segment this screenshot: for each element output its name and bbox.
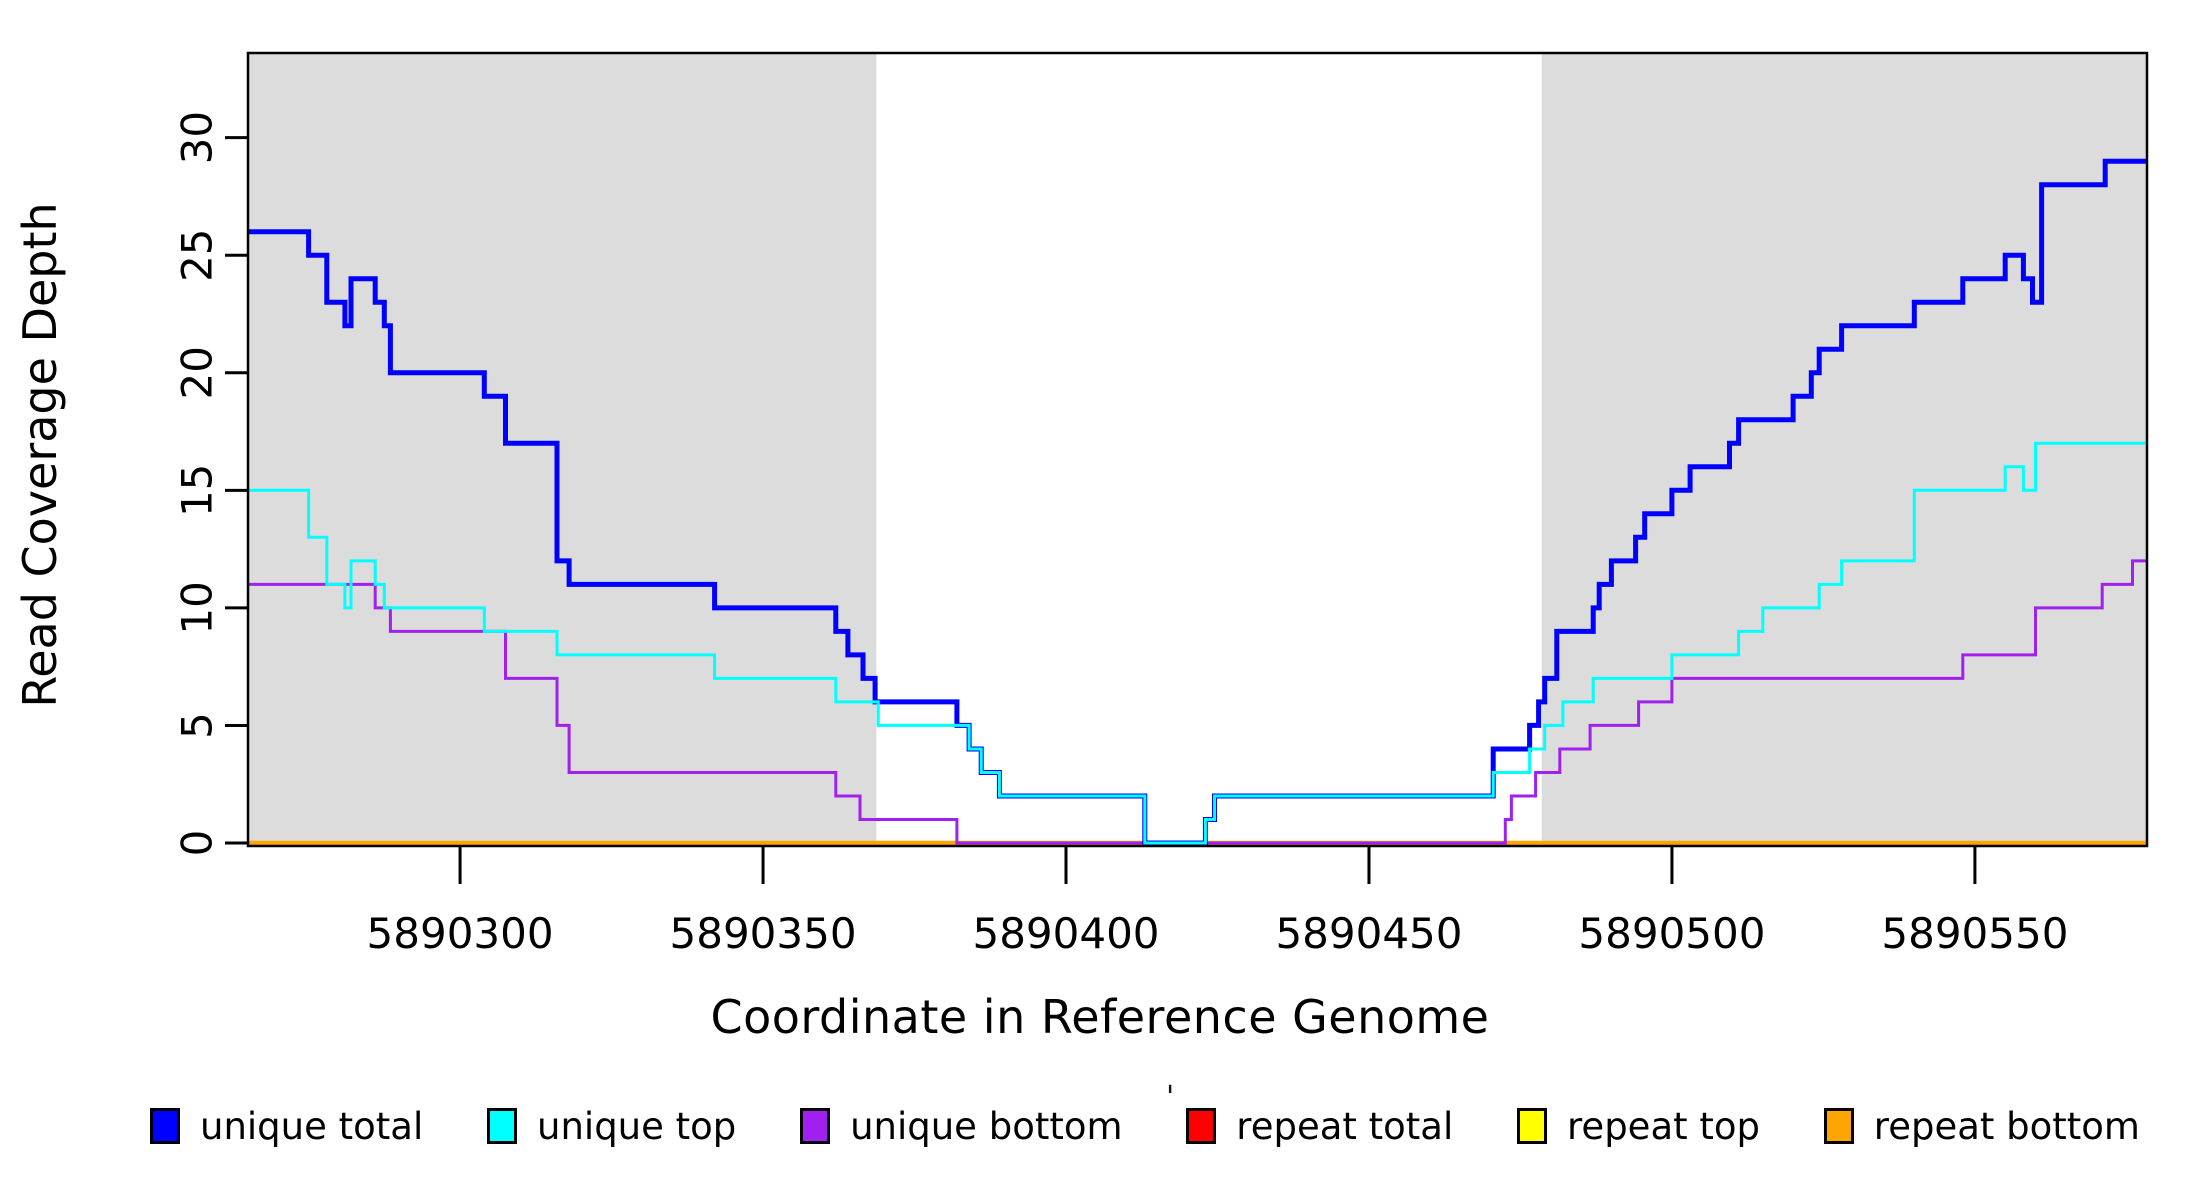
legend-item-unique-total: unique total bbox=[150, 1105, 423, 1148]
legend-swatch-repeat-top bbox=[1517, 1108, 1548, 1144]
legend-swatch-unique-bottom bbox=[800, 1108, 831, 1144]
shaded-region-1 bbox=[248, 53, 877, 846]
legend-item-unique-bottom: unique bottom bbox=[800, 1104, 1123, 1148]
legend-item-repeat-total: repeat total bbox=[1186, 1105, 1453, 1148]
legend-swatch-repeat-total bbox=[1186, 1108, 1217, 1144]
x-tick-label: 5890450 bbox=[1275, 909, 1462, 958]
legend-label-repeat-bottom: repeat bottom bbox=[1873, 1104, 2140, 1148]
x-tick-label: 5890300 bbox=[367, 909, 554, 958]
legend-label-unique-total: unique total bbox=[200, 1104, 424, 1148]
x-tick-label: 5890500 bbox=[1578, 909, 1765, 958]
series-unique-total bbox=[248, 158, 2147, 846]
legend-label-repeat-top: repeat top bbox=[1567, 1104, 1761, 1148]
legend-label-repeat-total: repeat total bbox=[1236, 1104, 1454, 1148]
legend-swatch-unique-top bbox=[487, 1108, 518, 1144]
x-tick-label: 5890550 bbox=[1881, 909, 2068, 958]
y-axis-title: Read Coverage Depth bbox=[13, 202, 67, 708]
legend-item-repeat-bottom: repeat bottom bbox=[1823, 1104, 2140, 1148]
y-tick-label: 25 bbox=[173, 228, 222, 281]
legend-item-unique-top: unique top bbox=[487, 1105, 736, 1148]
x-tick-label: 5890400 bbox=[972, 909, 1159, 958]
y-tick-label: 0 bbox=[173, 830, 222, 857]
series-unique-bottom bbox=[248, 559, 2147, 845]
legend-label-unique-top: unique top bbox=[537, 1104, 737, 1148]
legend-label-unique-bottom: unique bottom bbox=[850, 1104, 1123, 1148]
shaded-region-2 bbox=[1541, 53, 2147, 846]
legend: unique total unique top unique bottom repea… bbox=[150, 1098, 2140, 1154]
stray-mark: ' bbox=[1166, 1080, 1175, 1115]
y-tick-label: 20 bbox=[173, 346, 222, 399]
y-tick-label: 10 bbox=[173, 581, 222, 634]
legend-item-repeat-top: repeat top bbox=[1517, 1105, 1760, 1148]
legend-swatch-unique-total bbox=[150, 1108, 180, 1144]
x-axis-title: Coordinate in Reference Genome bbox=[710, 990, 1490, 1044]
plot-border bbox=[246, 51, 2149, 848]
x-tick-label: 5890350 bbox=[670, 909, 857, 958]
y-tick-label: 15 bbox=[173, 464, 222, 517]
series-unique-top bbox=[248, 441, 2147, 845]
legend-swatch-repeat-bottom bbox=[1823, 1108, 1854, 1144]
y-tick-label: 5 bbox=[173, 712, 222, 739]
y-tick-label: 30 bbox=[173, 111, 222, 164]
